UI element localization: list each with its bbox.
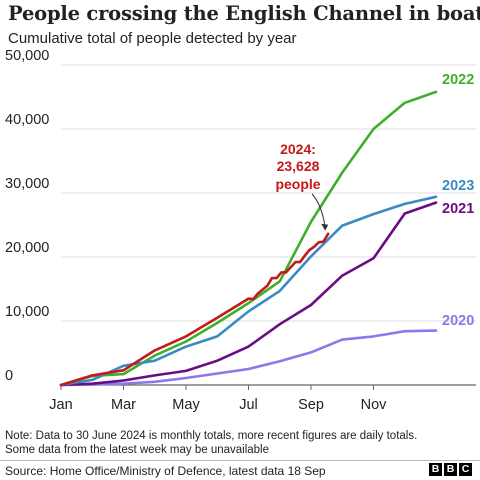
series-label-2021: 2021 <box>442 201 474 217</box>
gridlines <box>61 64 476 386</box>
y-tick-label: 50,000 <box>5 48 49 64</box>
x-tick-label: Jan <box>49 397 72 413</box>
series-label-2022: 2022 <box>442 72 474 88</box>
y-axis-tick-labels: 0 10,000 20,000 30,000 40,000 50,000 <box>5 48 49 384</box>
annotation-arrowhead <box>321 223 329 231</box>
series-line-2023 <box>59 195 438 387</box>
y-tick-label: 30,000 <box>5 176 49 192</box>
source-text: Source: Home Office/Ministry of Defence,… <box>5 464 326 478</box>
chart-title: People crossing the English Channel in b… <box>8 2 480 25</box>
y-tick-label: 40,000 <box>5 112 49 128</box>
series-line-2022 <box>59 90 438 387</box>
annotation-2024: 2024:23,628 people <box>275 141 329 231</box>
x-tick-label: Jul <box>239 397 258 413</box>
x-tick-label: Nov <box>361 397 388 413</box>
series-lines <box>59 90 438 387</box>
series-line-2020 <box>59 329 438 387</box>
bbc-logo-letter: C <box>459 463 472 476</box>
note-line-1: Note: Data to 30 June 2024 is monthly to… <box>5 430 418 442</box>
footer-divider <box>0 460 480 461</box>
bbc-logo-letter: B <box>444 463 457 476</box>
annotation-line: people <box>275 176 320 192</box>
x-tick-label: Mar <box>111 397 136 413</box>
series-line-2024 <box>59 232 330 387</box>
series-end-labels: 2020 2021 2022 2023 <box>442 72 474 329</box>
x-axis-tick-labels: Jan Mar May Jul Sep Nov <box>49 385 387 413</box>
bbc-logo: B B C <box>429 463 472 476</box>
note-line-2: Some data from the latest week may be un… <box>5 444 270 456</box>
x-tick-label: May <box>172 397 200 413</box>
chart-note: Note: Data to 30 June 2024 is monthly to… <box>5 429 475 457</box>
chart-subtitle: Cumulative total of people detected by y… <box>8 30 297 47</box>
bbc-logo-letter: B <box>429 463 442 476</box>
series-label-2020: 2020 <box>442 313 474 329</box>
series-line-2021 <box>59 201 438 387</box>
annotation-line: 2024: <box>280 141 316 157</box>
line-chart: 0 10,000 20,000 30,000 40,000 50,000 Jan Mar Ma… <box>5 48 476 413</box>
y-tick-label: 10,000 <box>5 304 49 320</box>
y-tick-label: 0 <box>5 368 13 384</box>
annotation-line: 23,628 <box>277 158 320 174</box>
annotation-leader-line <box>311 193 326 228</box>
series-label-2023: 2023 <box>442 178 474 194</box>
y-tick-label: 20,000 <box>5 240 49 256</box>
x-tick-label: Sep <box>298 397 324 413</box>
